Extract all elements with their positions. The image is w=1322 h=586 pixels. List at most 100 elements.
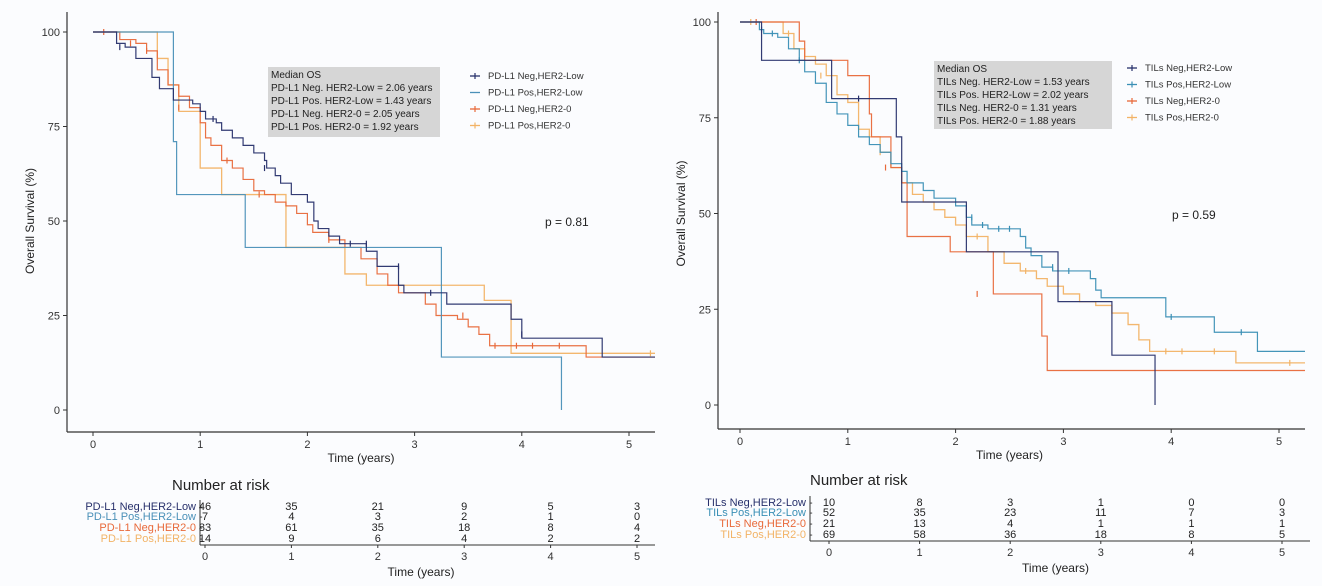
risk-count: 2 [548,533,554,545]
legend-label: PD-L1 Neg,HER2-Low [488,71,584,82]
risk-count: 0 [634,511,640,523]
x-tick-label: 3 [1060,436,1066,448]
risk-count: 1 [1188,518,1194,530]
legend-label: TILs Neg,HER2-Low [1145,63,1232,74]
legend: TILs Neg,HER2-Low TILs Pos,HER2-Low TILs… [1127,63,1232,124]
median-os-line: PD-L1 Neg. HER2-0 = 2.05 years [271,109,420,120]
risk-count: 61 [285,522,297,534]
risk-count: 4 [634,522,640,534]
risk-count: 1 [1098,497,1104,509]
risk-count: 36 [1004,529,1016,541]
risk-row-tick: - [199,533,203,545]
risk-row-label: TILs Neg,HER2-Low [705,497,806,509]
survival-curve [93,31,655,358]
x-tick-label: 5 [1276,436,1282,448]
risk-count: 3 [375,511,381,523]
risk-row-label: PD-L1 Neg,HER2-0 [99,522,196,534]
risk-count: 7 [1188,507,1194,519]
x-tick-label: 2 [304,439,310,451]
risk-row-tick: - [809,507,813,519]
risk-count: 23 [1004,507,1016,519]
risk-x-tick-label: 2 [1007,547,1013,559]
risk-row-tick: - [809,497,813,509]
km-plot-area: 0 25 50 75 100 0 1 2 3 4 5 [693,12,1305,448]
legend-label: PD-L1 Pos,HER2-0 [488,121,570,132]
survival-curve [740,21,1156,405]
risk-x-axis-title: Time (years) [1022,561,1089,575]
p-value: p = 0.59 [1172,208,1216,222]
median-os-line: TILs Neg. HER2-0 = 1.31 years [937,103,1077,114]
risk-table-title: Number at risk [810,472,908,489]
x-axis-title: Time (years) [328,451,395,465]
y-axis-title: Overall Survival (%) [674,160,688,266]
risk-x-tick-label: 5 [634,551,640,563]
survival-curve [740,21,1305,364]
risk-row-label: PD-L1 Pos,HER2-0 [101,533,196,545]
risk-count: 46 [199,501,211,513]
risk-x-tick-label: 0 [826,547,832,559]
median-os-line: PD-L1 Pos. HER2-Low = 1.43 years [271,96,431,107]
risk-count: 4 [288,511,294,523]
risk-count: 0 [1188,497,1194,509]
median-os-line: TILs Pos. HER2-Low = 2.02 years [937,90,1088,101]
risk-table: Number at risk PD-L1 Neg,HER2-Low PD-L1 … [85,477,655,579]
risk-count: 1 [1279,518,1285,530]
x-tick-label: 1 [845,436,851,448]
risk-count: 35 [285,501,297,513]
median-os-line: PD-L1 Neg. HER2-Low = 2.06 years [271,83,432,94]
x-tick-label: 4 [1168,436,1174,448]
risk-row-label: TILs Pos,HER2-0 [720,529,806,541]
risk-count: 8 [548,522,554,534]
legend-label: TILs Pos,HER2-0 [1145,113,1219,124]
risk-count: 8 [917,497,923,509]
risk-count: 3 [1007,497,1013,509]
risk-count: 8 [1188,529,1194,541]
risk-count: 83 [199,522,211,534]
risk-count: 18 [458,522,470,534]
risk-count: 7 [202,511,208,523]
survival-curve [93,31,655,358]
risk-x-tick-label: 0 [202,551,208,563]
risk-x-tick-label: 2 [375,551,381,563]
legend-label: TILs Neg,HER2-0 [1145,96,1220,107]
median-os-line: PD-L1 Pos. HER2-0 = 1.92 years [271,122,419,133]
y-axis-title: Overall Survival (%) [23,168,37,274]
survival-curve [740,21,1305,372]
median-os-box-background [268,67,440,137]
risk-count: 1 [548,511,554,523]
legend: PD-L1 Neg,HER2-Low PD-L1 Pos,HER2-Low PD… [470,71,584,132]
survival-curve [93,31,563,410]
median-os-box-background [934,61,1112,129]
risk-row-label: TILs Neg,HER2-0 [719,518,806,530]
y-tick-label: 50 [699,209,711,221]
risk-row-label: PD-L1 Pos,HER2-Low [87,511,196,523]
risk-row-label: TILs Pos,HER2-Low [706,507,806,519]
survival-curve [740,21,1305,352]
legend-label: PD-L1 Pos,HER2-Low [488,88,583,99]
risk-count: 11 [1095,507,1106,519]
risk-count: 3 [634,501,640,513]
risk-count: 0 [1279,497,1285,509]
risk-count: 9 [461,501,467,513]
risk-table: Number at risk TILs Neg,HER2-Low TILs Po… [705,472,1310,575]
risk-count: 1 [1098,518,1104,530]
risk-row-tick: - [199,501,203,513]
risk-count: 5 [1279,529,1285,541]
x-tick-label: 2 [953,436,959,448]
risk-count: 5 [548,501,554,513]
x-tick-label: 0 [90,439,96,451]
risk-count: 6 [375,533,381,545]
risk-x-tick-label: 5 [1279,547,1285,559]
x-tick-label: 3 [412,439,418,451]
y-tick-label: 50 [48,216,60,228]
x-tick-label: 1 [197,439,203,451]
risk-x-axis-title: Time (years) [388,565,455,579]
risk-row-label: PD-L1 Neg,HER2-Low [85,501,196,513]
risk-row-tick: - [199,511,203,523]
y-tick-label: 25 [699,304,711,316]
risk-count: 52 [823,507,835,519]
risk-count: 21 [823,518,835,530]
risk-row-tick: - [809,518,813,530]
x-tick-label: 5 [626,439,632,451]
